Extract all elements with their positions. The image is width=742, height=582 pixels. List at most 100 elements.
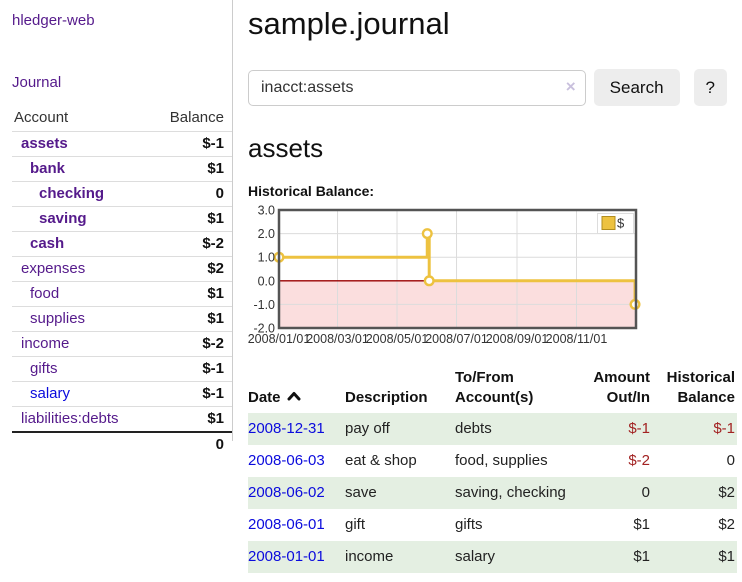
register-col-balance: Historical Balance (666, 369, 735, 406)
account-balance: $1 (152, 206, 232, 232)
main-content: sample.journal × Search ? assets Histori… (233, 0, 737, 573)
transaction-amount: $1 (633, 515, 650, 533)
transaction-date-link[interactable]: 2008-06-02 (248, 483, 325, 501)
account-balance: $-1 (152, 381, 232, 407)
register-col-amount: Amount Out/In (593, 369, 650, 406)
account-link-supplies[interactable]: supplies (30, 310, 86, 327)
chevron-up-icon (287, 391, 301, 401)
account-balance: $2 (152, 256, 232, 282)
sidebar-item-journal[interactable]: Journal (12, 74, 62, 91)
svg-text:-2.0: -2.0 (253, 322, 275, 336)
account-row: food $1 (12, 281, 232, 307)
transaction-date-link[interactable]: 2008-06-01 (248, 515, 325, 533)
account-heading: assets (248, 133, 324, 163)
account-balance: $1 (152, 156, 232, 182)
accounts-table: Account Balance assets $-1 bank $1 check… (12, 105, 232, 457)
transaction-date-link[interactable]: 2008-01-01 (248, 547, 325, 565)
svg-text:0.0: 0.0 (258, 274, 275, 288)
account-row: saving $1 (12, 206, 232, 232)
transaction-description: save (345, 483, 377, 501)
search-button[interactable]: Search (593, 69, 680, 106)
search-bar: × Search ? (248, 69, 727, 106)
transaction-balance: $2 (718, 483, 735, 501)
account-link-expenses[interactable]: expenses (21, 260, 86, 277)
register-row: 2008-01-01 income salary $1 $1 (248, 540, 737, 573)
account-balance: $1 (152, 406, 232, 433)
account-row: checking 0 (12, 181, 232, 207)
register-row: 2008-06-01 gift gifts $1 $2 (248, 509, 737, 541)
account-link-salary[interactable]: salary (30, 385, 71, 402)
transaction-accounts: food, supplies (455, 451, 548, 469)
transaction-balance: 0 (726, 451, 735, 469)
clear-search-icon[interactable]: × (565, 76, 576, 96)
register-col-date[interactable]: Date (248, 366, 345, 413)
transaction-description: gift (345, 515, 366, 533)
sidebar: hledger-web Journal Account Balance asse… (0, 0, 233, 457)
brand-link[interactable]: hledger-web (12, 12, 95, 29)
register-row: 2008-06-02 save saving, checking 0 $2 (248, 476, 737, 509)
account-balance: 0 (152, 181, 232, 207)
transaction-amount: $-2 (628, 451, 650, 469)
svg-text:-1.0: -1.0 (253, 298, 275, 312)
svg-text:2008/05/01: 2008/05/01 (366, 332, 429, 346)
account-link-food[interactable]: food (30, 285, 60, 302)
transaction-amount: 0 (641, 483, 650, 501)
account-row: supplies $1 (12, 306, 232, 332)
transaction-accounts: gifts (455, 515, 483, 533)
account-link-cash[interactable]: cash (30, 235, 65, 252)
account-row: gifts $-1 (12, 356, 232, 382)
help-button[interactable]: ? (693, 69, 727, 106)
transaction-balance: $-1 (713, 419, 735, 437)
accounts-total-row: 0 (12, 431, 232, 457)
account-row: bank $1 (12, 156, 232, 182)
transaction-balance: $1 (718, 547, 735, 565)
svg-text:1.0: 1.0 (258, 251, 275, 265)
account-link-saving[interactable]: saving (39, 210, 87, 227)
account-link-bank[interactable]: bank (30, 160, 66, 177)
page-title: sample.journal (248, 6, 450, 41)
svg-text:2008/09/01: 2008/09/01 (486, 332, 549, 346)
transaction-description: pay off (345, 419, 390, 437)
account-link-gifts[interactable]: gifts (30, 360, 58, 377)
svg-text:2.0: 2.0 (258, 227, 275, 241)
register-table: Date Description To/From Account(s) Amou… (248, 366, 737, 573)
account-row: assets $-1 (12, 131, 232, 157)
transaction-accounts: saving, checking (455, 483, 566, 501)
register-row: 2008-06-03 eat & shop food, supplies $-2… (248, 445, 737, 477)
register-row: 2008-12-31 pay off debts $-1 $-1 (248, 412, 737, 445)
transaction-description: income (345, 547, 394, 565)
transaction-amount: $1 (633, 547, 650, 565)
svg-text:2008/03/01: 2008/03/01 (306, 332, 369, 346)
svg-text:2008/01/01: 2008/01/01 (248, 332, 310, 346)
svg-text:2008/07/01: 2008/07/01 (425, 332, 488, 346)
account-balance: $-2 (152, 231, 232, 257)
register-col-description: Description (345, 388, 428, 406)
account-balance: $-2 (152, 331, 232, 357)
account-link-liabilities-debts[interactable]: liabilities:debts (21, 410, 119, 427)
svg-text:$: $ (617, 216, 625, 231)
accounts-col-account: Account (12, 105, 153, 132)
transaction-date-link[interactable]: 2008-12-31 (248, 419, 325, 437)
transaction-date-link[interactable]: 2008-06-03 (248, 451, 325, 469)
search-input[interactable] (248, 69, 586, 106)
register-col-accounts: To/From Account(s) (455, 369, 534, 406)
accounts-total: 0 (152, 431, 232, 457)
svg-text:2008/11/01: 2008/11/01 (546, 332, 608, 346)
account-balance: $-1 (152, 356, 232, 382)
transaction-accounts: debts (455, 419, 492, 437)
account-link-income[interactable]: income (21, 335, 70, 352)
account-balance: $1 (152, 281, 232, 307)
transaction-description: eat & shop (345, 451, 417, 469)
account-link-checking[interactable]: checking (39, 185, 105, 202)
account-balance: $1 (152, 306, 232, 332)
historical-balance-chart: $3.0 2.0 1.0 0.0 -1.0 -2.02008/01/012008/03/0… (248, 204, 641, 346)
accounts-col-balance: Balance (152, 105, 232, 132)
chart-section-label: Historical Balance: (248, 183, 375, 199)
account-balance: $-1 (152, 131, 232, 157)
account-row: liabilities:debts $1 (12, 406, 232, 433)
account-row: salary $-1 (12, 381, 232, 407)
transaction-balance: $2 (718, 515, 735, 533)
transaction-accounts: salary (455, 547, 496, 565)
account-link-assets[interactable]: assets (21, 135, 68, 152)
